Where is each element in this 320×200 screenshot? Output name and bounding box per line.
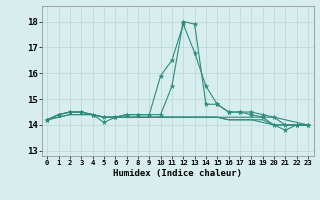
X-axis label: Humidex (Indice chaleur): Humidex (Indice chaleur) bbox=[113, 169, 242, 178]
